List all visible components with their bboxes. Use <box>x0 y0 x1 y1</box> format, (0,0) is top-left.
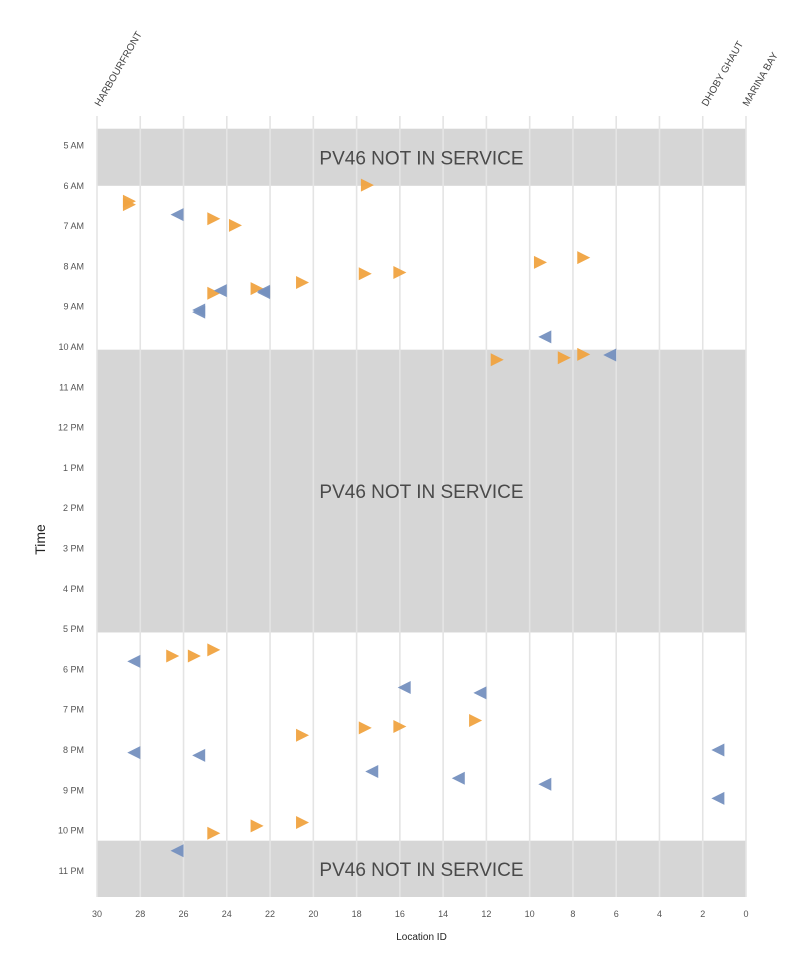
marker-left-triangle <box>192 305 206 319</box>
x-tick-label: 18 <box>352 909 362 919</box>
y-tick-label: 1 PM <box>63 463 84 473</box>
marker-right-triangle <box>557 351 571 365</box>
y-tick-label: 5 AM <box>63 141 84 151</box>
not-in-service-band <box>97 128 746 186</box>
marker-right-triangle <box>393 719 407 733</box>
station-label: HARBOURFRONT <box>93 30 145 109</box>
x-tick-label: 10 <box>525 909 535 919</box>
marker-left-triangle <box>192 748 206 762</box>
y-tick-label: 9 AM <box>63 302 84 312</box>
marker-left-triangle <box>711 743 725 757</box>
marker-right-triangle <box>469 713 483 727</box>
marker-left-triangle <box>397 681 411 695</box>
marker-right-triangle <box>296 816 310 830</box>
y-tick-label: 8 PM <box>63 745 84 755</box>
x-tick-label: 22 <box>265 909 275 919</box>
x-tick-label: 16 <box>395 909 405 919</box>
x-tick-label: 28 <box>135 909 145 919</box>
x-tick-label: 12 <box>481 909 491 919</box>
x-axis-title: Location ID <box>396 932 447 943</box>
marker-right-triangle <box>533 255 547 269</box>
marker-right-triangle <box>187 649 201 663</box>
marker-left-triangle <box>451 771 465 785</box>
y-tick-label: 10 AM <box>58 342 84 352</box>
x-tick-label: 6 <box>614 909 619 919</box>
station-label: MARINA BAY <box>741 50 781 108</box>
not-in-service-band <box>97 840 746 897</box>
x-tick-label: 14 <box>438 909 448 919</box>
marker-left-triangle <box>365 764 379 778</box>
not-in-service-label: PV46 NOT IN SERVICE <box>319 148 523 169</box>
y-tick-label: 4 PM <box>63 584 84 594</box>
marker-right-triangle <box>207 212 221 226</box>
x-tick-label: 0 <box>743 909 748 919</box>
marker-right-triangle <box>296 728 310 742</box>
y-tick-label: 5 PM <box>63 624 84 634</box>
marker-right-triangle <box>207 286 221 300</box>
y-tick-label: 7 AM <box>63 221 84 231</box>
x-tick-label: 4 <box>657 909 662 919</box>
marker-right-triangle <box>358 721 372 735</box>
marker-right-triangle <box>577 347 591 361</box>
y-tick-label: 7 PM <box>63 705 84 715</box>
y-tick-label: 12 PM <box>58 423 84 433</box>
marker-left-triangle <box>213 284 227 298</box>
marker-left-triangle <box>538 330 552 344</box>
y-tick-label: 10 PM <box>58 826 84 836</box>
y-tick-label: 9 PM <box>63 785 84 795</box>
marker-right-triangle <box>577 251 591 265</box>
y-tick-label: 6 AM <box>63 181 84 191</box>
marker-right-triangle <box>207 643 221 657</box>
marker-left-triangle <box>170 208 184 222</box>
marker-left-triangle <box>170 844 184 858</box>
marker-right-triangle <box>490 353 504 367</box>
marker-right-triangle <box>393 265 407 279</box>
x-tick-label: 8 <box>570 909 575 919</box>
marker-left-triangle <box>538 777 552 791</box>
y-tick-label: 6 PM <box>63 664 84 674</box>
not-in-service-label: PV46 NOT IN SERVICE <box>319 860 523 881</box>
marker-right-triangle <box>207 826 221 840</box>
y-tick-label: 3 PM <box>63 544 84 554</box>
marker-left-triangle <box>127 654 141 668</box>
marker-right-triangle <box>358 267 372 281</box>
y-tick-label: 11 AM <box>59 382 84 392</box>
marker-left-triangle <box>473 686 487 700</box>
x-tick-label: 2 <box>700 909 705 919</box>
not-in-service-label: PV46 NOT IN SERVICE <box>319 482 523 503</box>
y-tick-label: 2 PM <box>63 503 84 513</box>
y-axis-title: Time <box>32 524 48 555</box>
x-tick-label: 26 <box>179 909 189 919</box>
y-tick-label: 11 PM <box>59 866 84 876</box>
marker-right-triangle <box>122 198 136 212</box>
station-label: DHOBY GHAUT <box>700 40 746 109</box>
x-tick-label: 20 <box>308 909 318 919</box>
marker-left-triangle <box>257 286 271 300</box>
marker-right-triangle <box>250 282 264 296</box>
marker-right-triangle <box>360 178 374 192</box>
marker-right-triangle <box>296 276 310 290</box>
not-in-service-band <box>97 349 746 633</box>
marker-left-triangle <box>127 746 141 760</box>
y-tick-label: 8 AM <box>63 261 84 271</box>
marker-right-triangle <box>228 218 242 232</box>
x-tick-label: 24 <box>222 909 232 919</box>
marker-left-triangle <box>603 348 617 362</box>
marker-left-triangle <box>711 791 725 805</box>
marker-right-triangle <box>166 649 180 663</box>
marker-right-triangle <box>250 819 264 833</box>
x-tick-label: 30 <box>92 909 102 919</box>
